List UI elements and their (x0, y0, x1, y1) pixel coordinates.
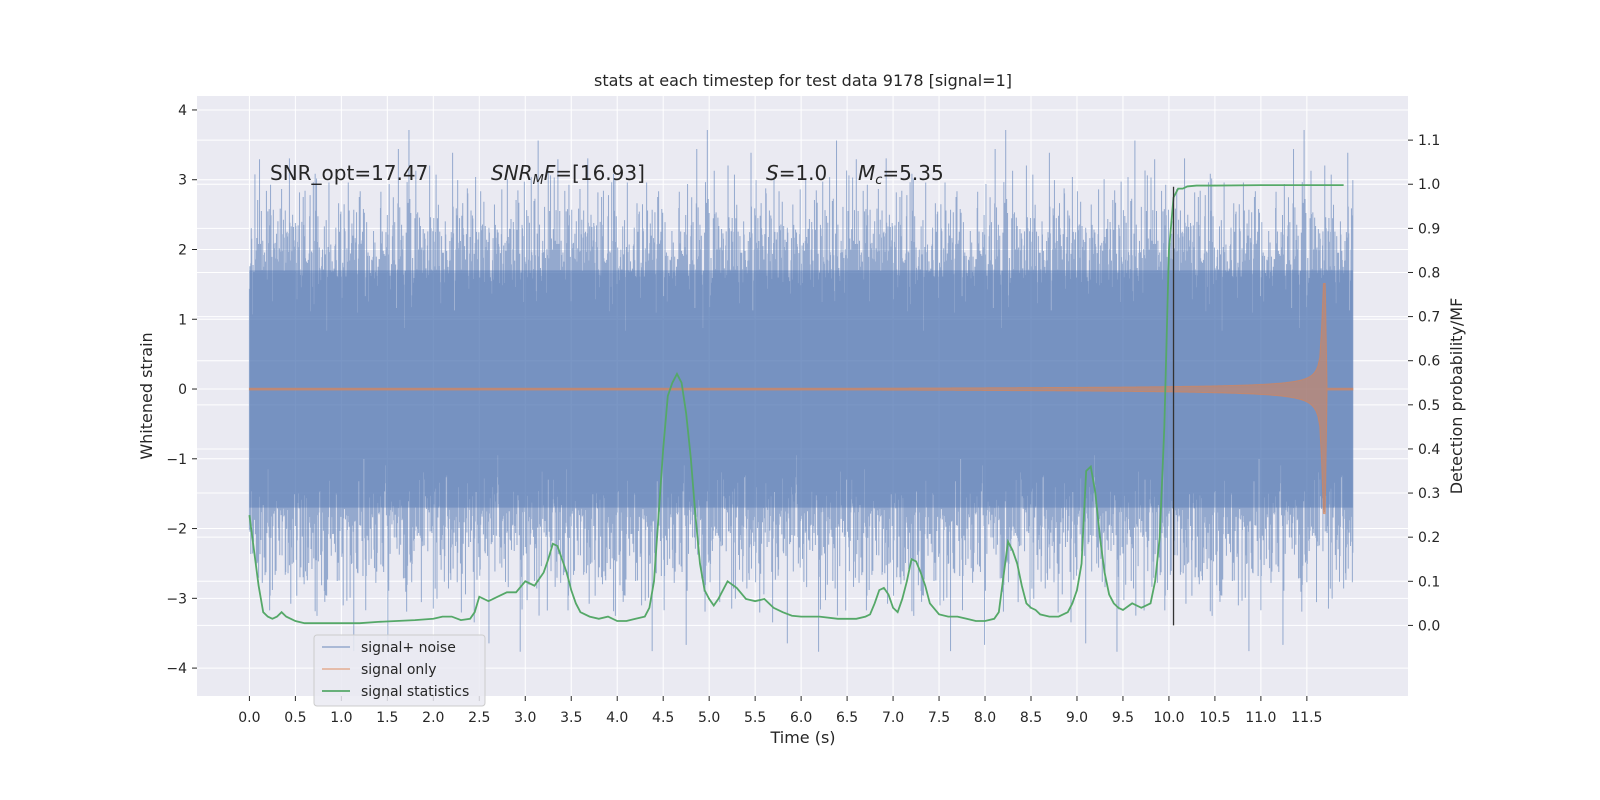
y-tick-label: 2 (178, 242, 187, 258)
signal-only-envelope (248, 282, 1354, 515)
x-tick-label: 6.0 (790, 710, 812, 726)
y-tick-label: −2 (166, 522, 187, 538)
x-tick-label: 4.5 (652, 710, 674, 726)
y-tick-label: 3 (178, 173, 187, 189)
x-tick-label: 2.0 (422, 710, 444, 726)
chart-title: stats at each timestep for test data 917… (594, 71, 1012, 90)
y-axis-ticks: 4 3 2 1 0 −1 −2 −3 −4 (166, 103, 197, 677)
x-tick-label: 10.5 (1199, 710, 1230, 726)
mc-annotation: Mc=5.35 (858, 161, 944, 188)
signal-only-series (248, 282, 1354, 515)
mc-subscript: c (875, 173, 882, 188)
y2-tick-label: 0.1 (1418, 574, 1440, 590)
snr-opt-annotation: SNR_opt=17.47 (270, 161, 428, 185)
y-tick-label: 1 (178, 312, 187, 328)
y2-tick-label: 0.2 (1418, 530, 1440, 546)
s-annotation: S=1.0 (766, 161, 827, 185)
y2-axis-ticks: 1.1 1.0 0.9 0.8 0.7 0.6 0.5 0.4 0.3 0.2 0.1 0.0 (1408, 133, 1440, 634)
snr-mf-tail: F (544, 161, 556, 185)
y2-tick-label: 0.4 (1418, 442, 1440, 458)
x-axis-ticks: 0.0 0.5 1.0 1.5 2.0 2.5 3.0 3.5 4.0 4.5 5.0 5.5 6.0 6… (238, 696, 1322, 726)
x-tick-label: 5.0 (698, 710, 720, 726)
x-tick-label: 0.0 (238, 710, 260, 726)
y2-tick-label: 1.1 (1418, 133, 1440, 149)
y2-tick-label: 0.8 (1418, 265, 1440, 281)
x-tick-label: 1.0 (330, 710, 352, 726)
x-tick-label: 4.0 (606, 710, 628, 726)
y2-tick-label: 0.5 (1418, 398, 1440, 414)
x-axis-label: Time (s) (769, 728, 835, 747)
x-tick-label: 8.0 (974, 710, 996, 726)
legend-label-signal-only: signal only (361, 662, 436, 678)
signal-statistics-line (248, 184, 1344, 625)
snr-mf-subscript: M (533, 173, 544, 188)
legend: signal+ noise signal only signal statist… (313, 634, 486, 707)
y2-tick-label: 0.0 (1418, 618, 1440, 634)
snr-mf-name: SNR (491, 161, 533, 185)
y2-tick-label: 1.0 (1418, 177, 1440, 193)
legend-label-signal-statistics: signal statistics (361, 684, 469, 700)
x-tick-label: 3.0 (514, 710, 536, 726)
legend-box (313, 634, 486, 707)
x-tick-label: 11.0 (1245, 710, 1276, 726)
x-tick-label: 9.5 (1112, 710, 1134, 726)
x-tick-label: 9.0 (1066, 710, 1088, 726)
snr-mf-annotation: SNRMF=[16.93] (491, 161, 645, 188)
y2-tick-label: 0.6 (1418, 354, 1440, 370)
x-tick-label: 6.5 (836, 710, 858, 726)
x-tick-label: 8.5 (1020, 710, 1042, 726)
y2-tick-label: 0.7 (1418, 310, 1440, 326)
x-tick-label: 7.5 (928, 710, 950, 726)
y-tick-label: 0 (178, 382, 187, 398)
y2-axis-label: Detection probability/MF (1447, 298, 1466, 495)
y2-tick-label: 0.3 (1418, 486, 1440, 502)
x-tick-label: 2.5 (468, 710, 490, 726)
y-tick-label: −1 (166, 452, 187, 468)
y-axis-label: Whitened strain (137, 332, 156, 459)
s-name: S (766, 161, 779, 185)
signal-statistics-series (248, 184, 1344, 625)
legend-label-signal-noise: signal+ noise (361, 640, 456, 656)
y-tick-label: −4 (166, 661, 187, 677)
y-tick-label: −3 (166, 591, 187, 607)
s-value: =1.0 (779, 161, 828, 185)
mc-name: M (858, 161, 875, 185)
y2-tick-label: 0.9 (1418, 221, 1440, 237)
x-tick-label: 10.0 (1153, 710, 1184, 726)
x-tick-label: 0.5 (284, 710, 306, 726)
mc-value: =5.35 (882, 161, 943, 185)
y-tick-label: 4 (178, 103, 187, 119)
x-tick-label: 7.0 (882, 710, 904, 726)
snr-mf-value: =[16.93] (555, 161, 645, 185)
x-tick-label: 3.5 (560, 710, 582, 726)
x-tick-label: 5.5 (744, 710, 766, 726)
x-tick-label: 1.5 (376, 710, 398, 726)
x-tick-label: 11.5 (1291, 710, 1322, 726)
